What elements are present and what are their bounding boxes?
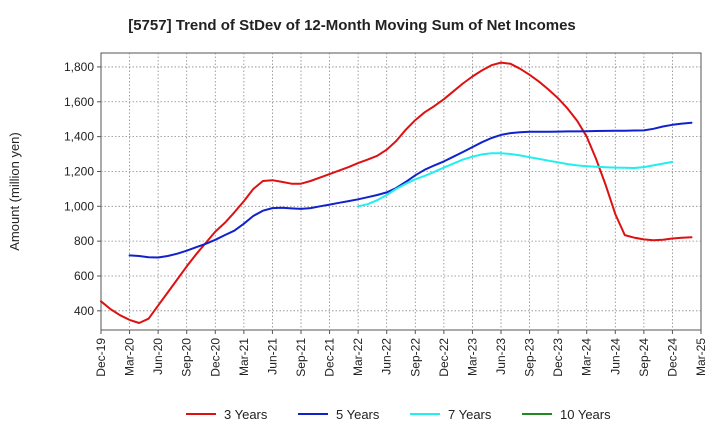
x-tick-label: Jun-22 [380,338,394,375]
y-tick-label: 400 [74,304,94,318]
x-tick-label: Sep-23 [523,338,537,377]
legend: 3 Years 5 Years 7 Years 10 Years [186,407,611,422]
x-tick-label: Mar-22 [351,338,365,376]
x-tick-label: Sep-22 [408,338,422,377]
y-tick-label: 1,400 [64,130,94,144]
legend-label: 3 Years [224,407,268,422]
y-tick-label: 1,600 [64,95,94,109]
x-tick-label: Mar-24 [580,338,594,376]
x-tick-label: Jun-24 [608,338,622,375]
x-tick-label: Jun-21 [265,338,279,375]
x-axis-ticks: Dec-19 Mar-20 Jun-20 Sep-20 Dec-20 Mar-21 Jun-… [94,330,708,377]
x-tick-label: Sep-21 [294,338,308,377]
x-tick-label: Jun-20 [151,338,165,375]
x-tick-label: Dec-23 [551,338,565,377]
legend-label: 7 Years [448,407,492,422]
legend-label: 5 Years [336,407,380,422]
x-tick-label: Dec-22 [437,338,451,377]
series-line-5-years [128,121,693,259]
y-tick-label: 1,200 [64,164,94,178]
x-tick-label: Dec-19 [94,338,108,377]
y-axis-label: Amount (million yen) [7,132,22,251]
y-tick-label: 1,000 [64,199,94,213]
x-tick-label: Dec-20 [208,338,222,377]
x-tick-label: Dec-24 [665,338,679,377]
series-lines [100,61,693,324]
legend-label: 10 Years [560,407,611,422]
x-tick-label: Sep-20 [180,338,194,377]
series-line-3-years [100,61,693,324]
x-tick-label: Jun-23 [494,338,508,375]
x-tick-label: Mar-20 [123,338,137,376]
chart-title: [5757] Trend of StDev of 12-Month Moving… [128,17,576,34]
x-tick-label: Mar-25 [694,338,708,376]
series-line-7-years [357,152,674,208]
x-tick-label: Dec-21 [323,338,337,377]
x-tick-label: Sep-24 [637,338,651,377]
y-tick-label: 1,800 [64,60,94,74]
x-tick-label: Mar-23 [465,338,479,376]
y-axis-ticks: 400 600 800 1,000 1,200 1,400 1,600 1,800 [64,60,101,318]
x-tick-label: Mar-21 [237,338,251,376]
y-tick-label: 800 [74,234,94,248]
plot-area [100,52,702,331]
y-tick-label: 600 [74,269,94,283]
